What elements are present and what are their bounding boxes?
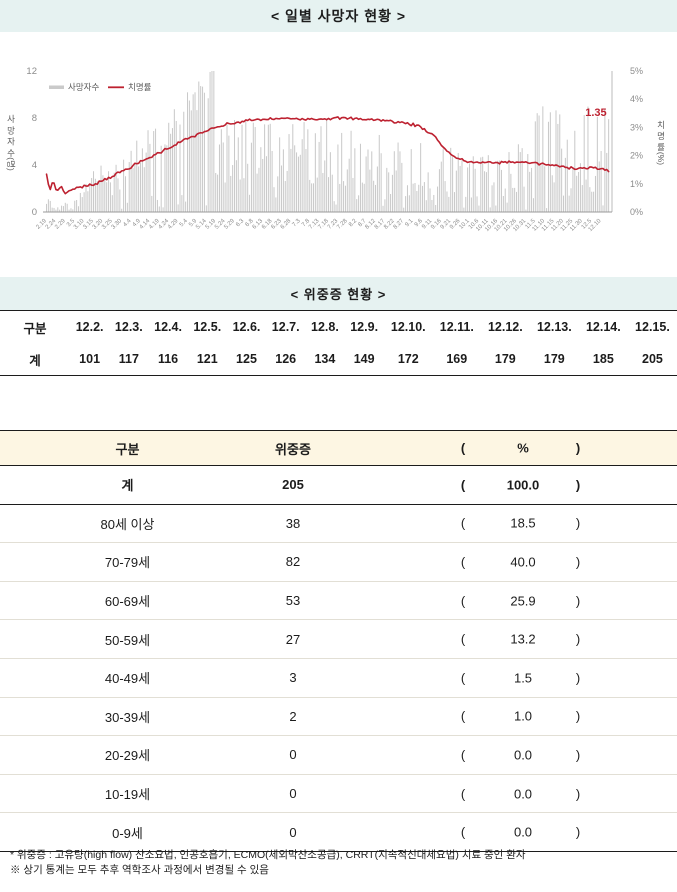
svg-text:2%: 2% bbox=[630, 151, 643, 161]
svg-text:4: 4 bbox=[32, 160, 37, 171]
svg-text:0: 0 bbox=[32, 207, 37, 218]
svg-text:0%: 0% bbox=[630, 207, 643, 217]
svg-text:6.3: 6.3 bbox=[235, 218, 246, 229]
svg-text:12: 12 bbox=[26, 66, 37, 77]
svg-text:9.1: 9.1 bbox=[404, 218, 415, 229]
svg-text:치명률: 치명률 bbox=[128, 82, 152, 92]
svg-text:4%: 4% bbox=[630, 94, 643, 104]
svg-text:4.4: 4.4 bbox=[122, 218, 133, 229]
svg-text:률: 률 bbox=[657, 142, 665, 152]
svg-text:5.4: 5.4 bbox=[179, 218, 190, 229]
svg-text:1%: 1% bbox=[630, 179, 643, 189]
svg-text:사망자수: 사망자수 bbox=[68, 82, 99, 92]
svg-text:치: 치 bbox=[657, 120, 665, 130]
svg-text:사: 사 bbox=[7, 114, 15, 124]
svg-text:망: 망 bbox=[7, 125, 15, 135]
svg-text:8: 8 bbox=[32, 113, 37, 124]
svg-text:3%: 3% bbox=[630, 122, 643, 132]
svg-text:(%): (%) bbox=[656, 152, 666, 165]
svg-text:(명): (명) bbox=[6, 157, 16, 171]
svg-text:8.2: 8.2 bbox=[348, 218, 359, 229]
svg-text:5%: 5% bbox=[630, 66, 643, 76]
svg-text:7.3: 7.3 bbox=[292, 218, 303, 229]
svg-text:1.35: 1.35 bbox=[585, 107, 606, 119]
svg-text:명: 명 bbox=[657, 131, 665, 141]
svg-text:자: 자 bbox=[7, 137, 15, 147]
